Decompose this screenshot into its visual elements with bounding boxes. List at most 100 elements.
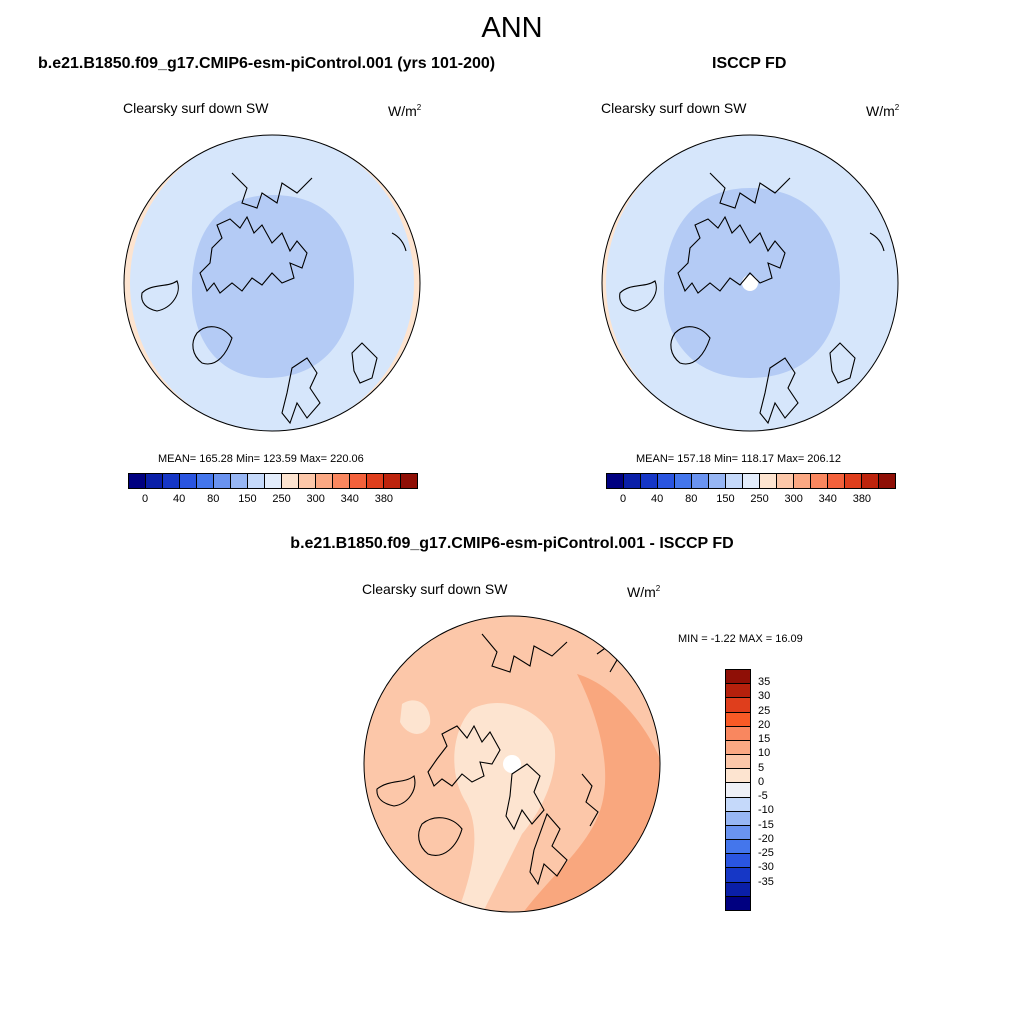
panel3-case-title: b.e21.B1850.f09_g17.CMIP6-esm-piControl.… bbox=[290, 535, 734, 552]
panel3-colorbar-tick-label: 20 bbox=[758, 718, 771, 731]
panel1-colorbar-tick-label: 340 bbox=[340, 493, 359, 505]
panel1-stats: MEAN= 165.28 Min= 123.59 Max= 220.06 bbox=[158, 453, 364, 465]
panel3-colorbar-tick-label: 0 bbox=[758, 775, 765, 788]
panel3-colorbar-tick-label: -15 bbox=[758, 818, 774, 831]
panel1-colorbar-ticks: 0 40 80 150 250 300 340 380 bbox=[128, 493, 416, 509]
panel3-colorbar-swatch bbox=[726, 740, 750, 756]
panel1-colorbar-swatch bbox=[129, 474, 146, 488]
panel1-polar-map bbox=[123, 134, 421, 432]
panel3-colorbar-swatch bbox=[726, 840, 750, 855]
panel1-colorbar-swatch bbox=[197, 474, 214, 488]
panel2-colorbar-swatch bbox=[607, 474, 624, 488]
panel2-coastlines bbox=[619, 172, 885, 425]
panel1-colorbar-swatch bbox=[333, 474, 350, 488]
panel1-colorbar-swatch bbox=[401, 474, 417, 488]
panel3-colorbar-tick-label: 15 bbox=[758, 733, 771, 746]
panel2-colorbar-tick-label: 340 bbox=[818, 493, 837, 505]
panel1-colorbar-tick-label: 250 bbox=[272, 493, 291, 505]
panel1-units: W/m2 bbox=[388, 103, 422, 119]
panel3-colorbar-tick-label: 10 bbox=[758, 747, 771, 760]
panel3-colorbar-swatch bbox=[726, 726, 750, 741]
panel1-colorbar-swatch bbox=[299, 474, 316, 488]
panel3-colorbar-tick-label: 30 bbox=[758, 690, 771, 703]
panel3-light-patch bbox=[400, 700, 431, 734]
panel1-colorbar-swatch bbox=[214, 474, 231, 488]
panel1-colorbar-tick-label: 80 bbox=[207, 493, 220, 505]
panel1-case-title: b.e21.B1850.f09_g17.CMIP6-esm-piControl.… bbox=[38, 55, 496, 72]
panel3-colorbar-tick-label: 35 bbox=[758, 676, 771, 689]
panel2-polar-map bbox=[601, 134, 899, 432]
panel2-colorbar-ticks: 0 40 80 150 250 300 340 380 bbox=[606, 493, 894, 509]
panel2-colorbar-tick-label: 80 bbox=[685, 493, 698, 505]
panel3-colorbar-swatch bbox=[726, 712, 750, 727]
panel2-colorbar-swatch bbox=[726, 474, 743, 488]
panel2-colorbar bbox=[606, 473, 896, 489]
panel3-coastlines bbox=[376, 633, 618, 886]
panel3-colorbar-swatch bbox=[726, 670, 750, 685]
panel1-colorbar-swatch bbox=[367, 474, 384, 488]
panel2-colorbar-tick-label: 380 bbox=[852, 493, 872, 505]
panel2-colorbar-swatch bbox=[879, 474, 895, 488]
panel2-colorbar-swatch bbox=[709, 474, 726, 488]
panel3-strong-field bbox=[522, 674, 660, 912]
panel2-colorbar-swatch bbox=[845, 474, 862, 488]
panel1-colorbar-swatch bbox=[265, 474, 282, 488]
panel3-colorbar-swatch bbox=[726, 769, 750, 784]
panel2-colorbar-tick-label: 40 bbox=[651, 493, 664, 505]
panel3-colorbar-swatch bbox=[726, 854, 750, 869]
panel3-colorbar-tick-label: 25 bbox=[758, 704, 771, 717]
panel2-case-title: ISCCP FD bbox=[712, 55, 787, 72]
panel2-variable-label: Clearsky surf down SW bbox=[601, 100, 747, 116]
panel1-variable-label: Clearsky surf down SW bbox=[123, 100, 269, 116]
panel1-coastlines bbox=[141, 172, 407, 425]
panel2-colorbar-tick-label: 250 bbox=[750, 493, 769, 505]
panel3-variable-label: Clearsky surf down SW bbox=[362, 581, 508, 597]
panel1-colorbar-swatch bbox=[163, 474, 180, 488]
panel3-colorbar-swatch bbox=[726, 896, 750, 910]
panel2-colorbar-swatch bbox=[743, 474, 760, 488]
panel2-colorbar-swatch bbox=[692, 474, 709, 488]
panel2-colorbar-tick-label: 0 bbox=[619, 493, 627, 505]
panel3-colorbar-tick-label: 5 bbox=[758, 761, 765, 774]
panel3-units: W/m2 bbox=[627, 584, 661, 600]
page-title: ANN bbox=[481, 12, 543, 44]
panel1-colorbar-tick-label: 150 bbox=[238, 493, 257, 505]
panel2-colorbar-swatch bbox=[777, 474, 794, 488]
panel3-colorbar-swatch bbox=[726, 797, 750, 812]
panel3-stats: MIN = -1.22 MAX = 16.09 bbox=[678, 633, 803, 645]
panel3-colorbar-swatch bbox=[726, 811, 750, 826]
panel1-colorbar-tick-label: 40 bbox=[173, 493, 186, 505]
panel2-colorbar-swatch bbox=[658, 474, 675, 488]
panel3-polar-map bbox=[363, 615, 661, 913]
panel3-colorbar-swatch bbox=[726, 684, 750, 699]
panel1-colorbar-tick-label: 300 bbox=[306, 493, 325, 505]
panel2-colorbar-swatch bbox=[828, 474, 845, 488]
panel1-inner-field bbox=[191, 195, 354, 378]
panel2-colorbar-tick-label: 150 bbox=[716, 493, 735, 505]
panel1-colorbar-tick-label: 380 bbox=[374, 493, 394, 505]
panel1-colorbar bbox=[128, 473, 418, 489]
panel2-pole-hole bbox=[742, 275, 758, 291]
panel1-colorbar-tick-label: 0 bbox=[141, 493, 149, 505]
panel3-colorbar-tick-label: -30 bbox=[758, 861, 774, 874]
panel3-colorbar bbox=[725, 669, 751, 911]
panel1-colorbar-swatch bbox=[180, 474, 197, 488]
panel3-pole-hole bbox=[503, 755, 521, 773]
panel2-units: W/m2 bbox=[866, 103, 900, 119]
panel1-colorbar-swatch bbox=[384, 474, 401, 488]
panel2-colorbar-swatch bbox=[811, 474, 828, 488]
panel1-map-border bbox=[123, 134, 421, 432]
panel2-colorbar-swatch bbox=[760, 474, 777, 488]
panel3-colorbar-ticks: 35 30 25 20 15 10 5 0 -5 -10 -15 -20 -25 -30 -35 bbox=[758, 669, 798, 909]
panel1-colorbar-swatch bbox=[231, 474, 248, 488]
panel1-colorbar-swatch bbox=[350, 474, 367, 488]
panel2-colorbar-swatch bbox=[624, 474, 641, 488]
panel3-colorbar-swatch bbox=[726, 755, 750, 770]
panel3-colorbar-swatch bbox=[726, 825, 750, 841]
panel3-colorbar-swatch bbox=[726, 868, 750, 883]
panel1-colorbar-swatch bbox=[248, 474, 265, 488]
panel3-colorbar-tick-label: -25 bbox=[758, 847, 774, 860]
panel3-colorbar-swatch bbox=[726, 882, 750, 897]
panel1-colorbar-swatch bbox=[316, 474, 333, 488]
panel1-colorbar-swatch bbox=[282, 474, 299, 488]
